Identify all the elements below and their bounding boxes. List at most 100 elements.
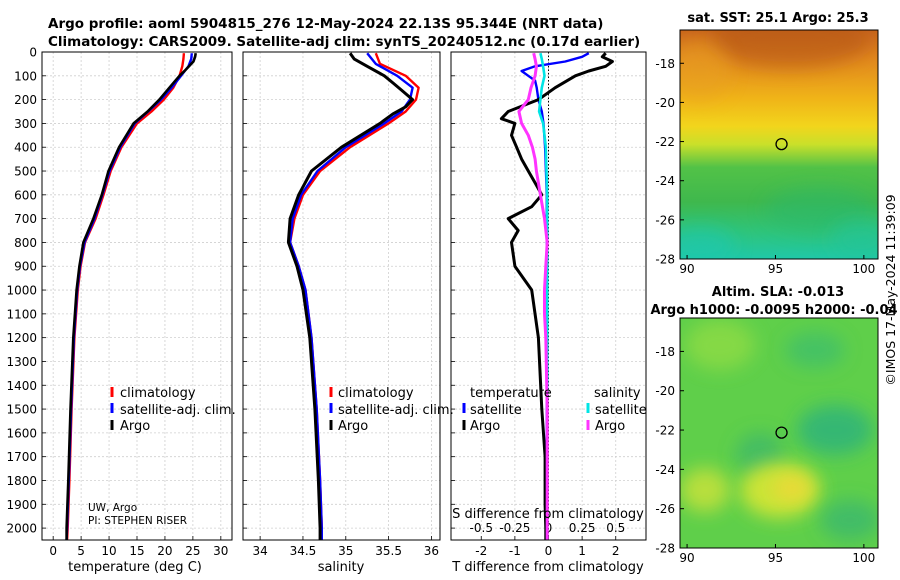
x-tick-label: 20 <box>157 544 172 558</box>
footnote-institution: UW, Argo <box>88 502 137 514</box>
map-x-tick-label: 90 <box>679 262 694 276</box>
map-y-tick-label: -26 <box>655 213 675 227</box>
sst-cool-patch <box>830 220 878 259</box>
y-tick-label: 1100 <box>6 307 37 321</box>
sla-map-subtitle: Argo h1000: -0.0095 h2000: -0.04 <box>650 303 897 318</box>
y-tick-label: 300 <box>14 117 37 131</box>
legend-argo-label: Argo <box>338 419 368 434</box>
y-tick-label: 800 <box>14 236 37 250</box>
series-line-satellite-adj-clim- <box>288 52 414 540</box>
footnote-pi: PI: STEPHEN RISER <box>88 515 187 527</box>
sst-cool-patch <box>765 188 875 232</box>
y-tick-label: 1300 <box>6 355 37 369</box>
y-tick-label: 900 <box>14 260 37 274</box>
x-tick-label: -1 <box>509 544 521 558</box>
difference-legend: temperature salinity satellite Argo sate… <box>462 386 647 434</box>
plot-frame <box>242 51 441 541</box>
y-tick-label: 400 <box>14 141 37 155</box>
legend-climatology-label: climatology <box>120 386 196 401</box>
x-tick-label: 36 <box>424 544 439 558</box>
plot-frame <box>450 51 647 541</box>
map-y-tick-label: -22 <box>655 424 675 438</box>
x-tick-label: 10 <box>101 544 116 558</box>
map-x-tick-label: 95 <box>768 551 783 565</box>
y-tick-label: 100 <box>14 69 37 83</box>
y-tick-label: 1500 <box>6 403 37 417</box>
map-y-tick-label: -28 <box>655 542 675 556</box>
argo-location-marker <box>775 137 788 151</box>
y-tick-label: 700 <box>14 212 37 226</box>
y-tick-label: 1700 <box>6 450 37 464</box>
sla-patch <box>820 500 878 540</box>
legend-argo-label: Argo <box>120 419 150 434</box>
x-tick-label: 1 <box>578 544 586 558</box>
y-tick-label: 1900 <box>6 498 37 512</box>
sla-map <box>680 318 878 548</box>
sla-warm-patch <box>774 476 810 500</box>
sst-map-axes: 90 95 100 -18 -20 -22 -24 -26 -28 <box>655 29 879 276</box>
legend-s-satellite-label: satellite <box>595 403 647 418</box>
y-tick-label: 200 <box>14 93 37 107</box>
map-y-tick-label: -18 <box>655 57 675 71</box>
sst-warm-patch <box>680 40 730 100</box>
map-y-tick-label: -22 <box>655 135 675 149</box>
sla-map-axes: 90 95 100 -18 -20 -22 -24 -26 -28 <box>655 317 879 565</box>
plot-frame <box>41 51 233 541</box>
series-line-climatology <box>65 53 186 541</box>
imos-credit: ©IMOS 17-May-2024 11:39:09 <box>883 194 898 385</box>
series-line-salinity-argo <box>517 52 549 540</box>
y-tick-label: 1600 <box>6 426 37 440</box>
legend-t-argo-label: Argo <box>470 419 500 434</box>
map-y-tick-label: -24 <box>655 463 675 477</box>
temperature-panel: 0100200300400500600700800900100011001200… <box>6 46 233 558</box>
x-tick-label: 30 <box>213 544 228 558</box>
y-tick-label: 0 <box>29 46 37 60</box>
map-y-tick-label: -20 <box>655 96 675 110</box>
x-tick-label: 2 <box>612 544 620 558</box>
x-tick-label: 35.5 <box>375 544 402 558</box>
map-y-tick-label: -18 <box>655 345 675 359</box>
header-title-line2: Climatology: CARS2009. Satellite-adj cli… <box>48 34 640 50</box>
map-x-tick-label: 100 <box>852 551 875 565</box>
sst-map-title: sat. SST: 25.1 Argo: 25.3 <box>687 11 868 26</box>
map-x-tick-label: 95 <box>768 262 783 276</box>
map-y-tick-label: -26 <box>655 502 675 516</box>
legend-climatology-label: climatology <box>338 386 414 401</box>
y-tick-label: 2000 <box>6 522 37 536</box>
y-tick-label: 1800 <box>6 474 37 488</box>
map-x-tick-label: 90 <box>679 551 694 565</box>
x-tick-label: 5 <box>77 544 85 558</box>
sst-cool-patch <box>680 227 735 259</box>
sla-warm-patch <box>680 468 730 512</box>
legend-salinity-title: salinity <box>594 386 641 401</box>
x2-tick-label: 0.5 <box>606 521 625 535</box>
y-tick-label: 500 <box>14 165 37 179</box>
temperature-legend: climatology satellite-adj. clim. Argo <box>110 386 236 434</box>
legend-satellite-label: satellite-adj. clim. <box>120 403 236 418</box>
x-tick-label: 0 <box>49 544 57 558</box>
s-difference-label: S difference from climatology <box>452 507 644 522</box>
map-y-tick-label: -24 <box>655 174 675 188</box>
y-tick-label: 1400 <box>6 379 37 393</box>
x2-tick-label: -0.5 <box>470 521 493 535</box>
sst-map <box>680 30 878 259</box>
series-line-climatology <box>288 52 420 540</box>
legend-satellite-label: satellite-adj. clim. <box>338 403 454 418</box>
argo-location-marker <box>775 426 788 439</box>
x-tick-label: 25 <box>185 544 200 558</box>
salinity-panel: 34 34.5 35 35.5 36 <box>242 51 441 558</box>
x2-tick-label: -0.25 <box>499 521 530 535</box>
y-tick-label: 600 <box>14 188 37 202</box>
x-tick-label: -2 <box>475 544 487 558</box>
temperature-xlabel: temperature (deg C) <box>68 560 202 575</box>
sla-patch <box>785 332 845 368</box>
legend-s-argo-label: Argo <box>595 419 625 434</box>
sst-warm-patch <box>710 30 870 68</box>
sla-patch <box>797 405 873 455</box>
sla-map-title: Altim. SLA: -0.013 <box>712 285 844 300</box>
map-x-tick-label: 100 <box>852 262 875 276</box>
header-title-line1: Argo profile: aoml 5904815_276 12-May-20… <box>48 16 603 32</box>
map-y-tick-label: -28 <box>655 253 675 267</box>
x-tick-label: 0 <box>545 544 553 558</box>
